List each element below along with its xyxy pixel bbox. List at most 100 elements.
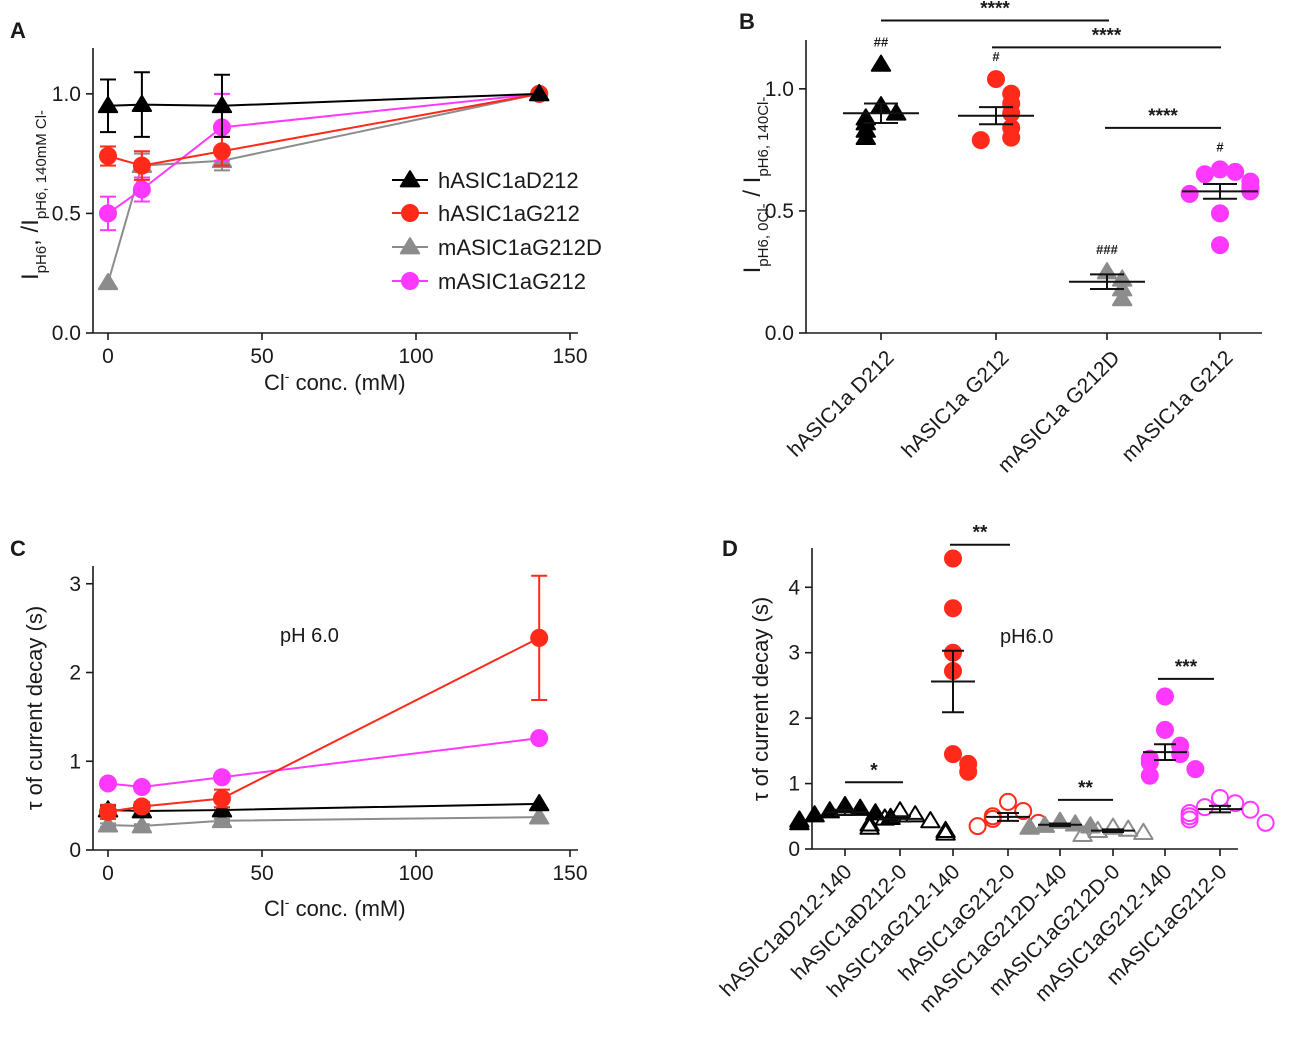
data-point: [1226, 162, 1245, 181]
group-0: ##: [843, 34, 919, 146]
data-point-hasic1ad212: [529, 84, 550, 102]
data-point-hasic1ag212: [132, 156, 151, 175]
group-2: [931, 549, 978, 781]
legend-marker-masic1ag212: [401, 272, 419, 290]
group-1: [859, 801, 956, 841]
panel-a-x-axis-label: Cl- conc. (mM): [264, 368, 406, 395]
data-point: [944, 745, 962, 764]
significance-label: ****: [1092, 25, 1122, 46]
data-point: [1002, 128, 1021, 147]
data-point-masic1ag212: [132, 777, 151, 796]
panel-a-xlabel-sup: -: [285, 368, 290, 384]
data-point-masic1ag212d: [529, 807, 550, 825]
group-2: ###: [1069, 242, 1145, 307]
panel-a-legend: hASIC1aD212 hASIC1aG212 mASIC1aG212D mASIC1…: [392, 168, 602, 294]
group-7: [1180, 788, 1275, 832]
panel-c-xlabel-main: Cl: [264, 896, 285, 921]
data-point-hasic1ag212: [530, 628, 549, 647]
legend-label-hasic1ag212: hASIC1aG212: [438, 201, 580, 226]
panel-c-annotation: pH 6.0: [280, 625, 339, 647]
data-point-masic1ag212: [99, 774, 117, 793]
data-point: [859, 817, 880, 835]
x-tick-label: 100: [398, 345, 433, 368]
y-tick-label: 0.5: [765, 200, 794, 223]
y-tick-label: 1.0: [765, 78, 794, 101]
category-label: mASIC1a G212D: [994, 346, 1125, 477]
panel-letter-d: D: [722, 536, 738, 561]
legend-marker-hasic1ad212: [399, 170, 421, 188]
y-tick-label: 3: [788, 642, 800, 665]
panel-letter-c: C: [10, 536, 26, 561]
data-point: [1118, 819, 1139, 837]
panel-a-ylabel-sub2: pH6, 140mM Cl-: [33, 110, 50, 219]
series-hasic1ad212: [97, 794, 550, 819]
legend-label-masic1ag212d: mASIC1aG212D: [438, 235, 602, 260]
data-point: [1195, 798, 1214, 817]
panel-a-xlabel-main: Cl: [264, 370, 285, 395]
data-point: [944, 599, 962, 618]
data-point-masic1ag212d: [97, 815, 119, 833]
x-tick-label: 0: [102, 862, 114, 885]
category-label: mASIC1a G212: [1117, 346, 1237, 466]
data-point-hasic1ag212: [132, 797, 151, 816]
panel-c-xlabel-sup: -: [285, 894, 290, 910]
significance-hash: ##: [874, 34, 889, 49]
panel-a-ylabel-i1: I: [17, 273, 44, 280]
panel-c-ticks: 0 50 100 150 0 1 2 3: [69, 573, 587, 885]
panel-a-chart: 0 50 100 150 0.0 0.5 1.0 hASIC1aD212 hASIC1aG21…: [17, 48, 602, 395]
panel-b-ylabel-mid: / I: [739, 177, 766, 204]
data-point-hasic1ag212: [212, 789, 231, 808]
y-tick-label: 1: [788, 773, 800, 796]
data-point: [920, 811, 941, 829]
data-point: [1133, 822, 1154, 841]
data-point: [1211, 236, 1229, 255]
series-line-hasic1ad212: [107, 92, 540, 107]
data-point-masic1ag212: [530, 729, 549, 748]
series-hasic1ad212: [97, 71, 550, 138]
panel-c-x-axis-label: Cl- conc. (mM): [264, 894, 406, 921]
series-line-hasic1ad212: [107, 802, 540, 812]
panel-a-ticks: 0 50 100 150 0.0 0.5 1.0: [52, 83, 588, 368]
data-point-masic1ag212d: [131, 816, 153, 834]
group-3: [968, 792, 1048, 836]
series-line-masic1ag212d: [107, 816, 540, 828]
data-point-hasic1ad212: [211, 95, 233, 114]
series-hasic1ag212: [99, 574, 549, 821]
y-tick-label: 2: [69, 662, 81, 685]
data-point: [1211, 788, 1229, 807]
data-point-masic1ag212: [132, 180, 151, 199]
series-line-hasic1ag212: [107, 636, 540, 813]
panel-b-y-axis-label: IpH6, 0Cl- / IpH6, 140Cl-: [739, 97, 772, 274]
legend-marker-hasic1ag212: [401, 204, 419, 222]
data-point: [1112, 289, 1133, 307]
data-point: [855, 127, 876, 146]
data-point: [944, 549, 962, 568]
y-tick-label: 0.0: [52, 322, 81, 345]
data-point: [1186, 760, 1205, 779]
data-point-masic1ag212d: [97, 272, 119, 291]
data-point: [1180, 810, 1199, 829]
panel-c-xlabel-rest: conc. (mM): [289, 896, 405, 921]
data-point: [1102, 817, 1124, 835]
significance-label: ****: [980, 0, 1010, 19]
data-point: [935, 823, 956, 841]
data-point: [971, 131, 990, 150]
group-4: [1019, 811, 1101, 835]
panel-b-ylabel-i1: I: [739, 267, 766, 274]
data-point: [1171, 745, 1190, 764]
significance-hash: #: [1216, 139, 1224, 154]
data-point-hasic1ad212: [211, 800, 233, 818]
data-point: [983, 809, 1002, 828]
y-tick-label: 1: [69, 750, 81, 773]
data-point-hasic1ag212: [99, 147, 117, 166]
panel-letter-b: B: [739, 9, 755, 34]
panel-b-ylabel-sub1: pH6, 0Cl-: [755, 203, 772, 266]
significance-label: **: [1078, 778, 1093, 799]
panel-d-points: ********: [789, 523, 1275, 842]
data-point-masic1ag212d: [211, 810, 233, 829]
y-tick-label: 2: [788, 707, 800, 730]
data-point: [850, 798, 871, 816]
y-tick-label: 4: [788, 576, 800, 599]
